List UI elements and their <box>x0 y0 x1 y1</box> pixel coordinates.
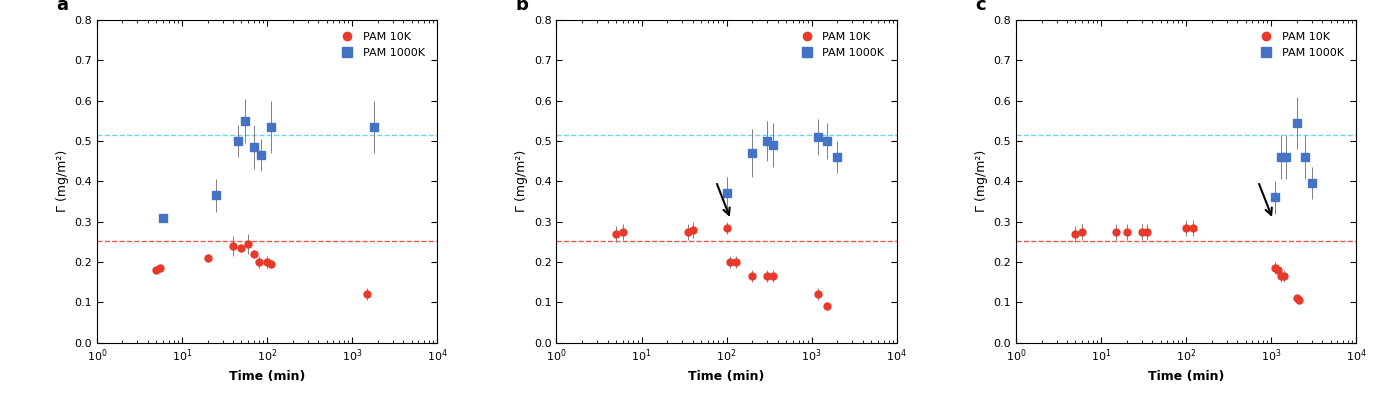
X-axis label: Time (min): Time (min) <box>688 370 765 382</box>
Y-axis label: Γ (mg/m²): Γ (mg/m²) <box>515 150 529 212</box>
Y-axis label: Γ (mg/m²): Γ (mg/m²) <box>55 150 69 212</box>
X-axis label: Time (min): Time (min) <box>228 370 306 382</box>
Legend: PAM 10K, PAM 1000K: PAM 10K, PAM 1000K <box>336 32 425 58</box>
Y-axis label: Γ (mg/m²): Γ (mg/m²) <box>974 150 988 212</box>
Text: a: a <box>55 0 68 14</box>
X-axis label: Time (min): Time (min) <box>1147 370 1225 382</box>
Text: c: c <box>976 0 985 14</box>
Legend: PAM 10K, PAM 1000K: PAM 10K, PAM 1000K <box>796 32 884 58</box>
Text: b: b <box>516 0 529 14</box>
Legend: PAM 10K, PAM 1000K: PAM 10K, PAM 1000K <box>1255 32 1344 58</box>
